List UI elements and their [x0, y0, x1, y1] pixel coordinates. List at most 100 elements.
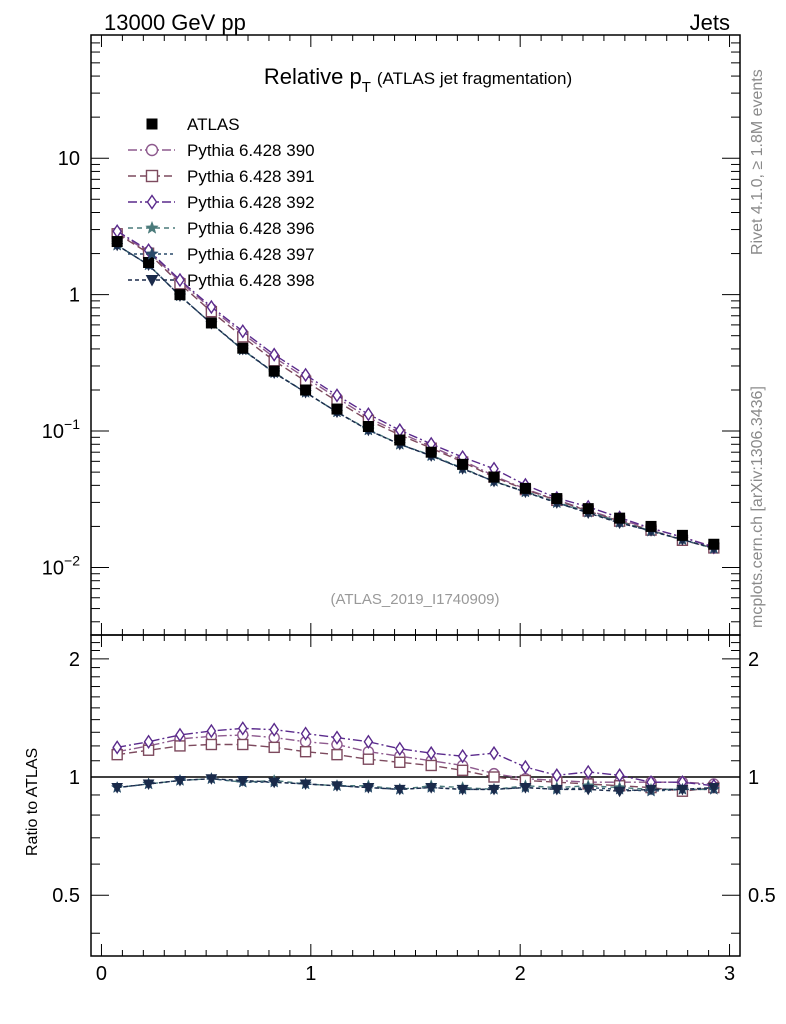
ratio-point: [174, 740, 186, 752]
series-point: [206, 299, 217, 315]
data-point: [614, 512, 626, 524]
ratio-point: [393, 784, 406, 796]
legend-label: Pythia 6.428 390: [187, 141, 315, 160]
ratio-point: [268, 777, 281, 789]
ratio-point: [237, 721, 248, 736]
legend-label: Pythia 6.428 398: [187, 271, 315, 290]
series-point: [332, 388, 342, 403]
data-point: [676, 529, 688, 541]
header-process: Jets: [690, 10, 730, 35]
data-layer: [111, 236, 720, 550]
series-line-ratio: [117, 778, 714, 792]
plot-title: Relative pT (ATLAS jet fragmentation): [264, 64, 572, 96]
series-point: [363, 406, 374, 422]
y-tick-label: 1: [69, 285, 80, 307]
ratio-point: [143, 734, 154, 749]
ratio-point: [550, 784, 563, 796]
legend-marker: [145, 143, 159, 157]
series-point: [300, 367, 311, 383]
x-tick-label: 0: [96, 963, 107, 985]
data-point: [708, 538, 720, 550]
ratio-point: [456, 784, 469, 796]
title-detail: (ATLAS jet fragmentation): [377, 69, 572, 88]
ratio-point: [425, 783, 438, 794]
ratio-point: [205, 774, 218, 785]
ratio-point: [426, 745, 437, 761]
y-tick-label: 10−1: [42, 416, 80, 443]
legend-label: Pythia 6.428 392: [187, 193, 315, 212]
mcplots-url-label: mcplots.cern.ch [arXiv:1306.3436]: [749, 386, 766, 628]
ratio-point: [362, 783, 375, 794]
series-s391: [111, 228, 720, 797]
series-line-main: [116, 244, 715, 550]
ratio-tick-label-right: 0.5: [748, 885, 776, 907]
data-point: [551, 493, 563, 505]
ratio-point: [394, 756, 406, 769]
series-s390: [111, 227, 720, 790]
series-s397: [110, 238, 721, 797]
legend-marker: [146, 194, 158, 210]
series-line-main: [116, 244, 715, 549]
analysis-watermark: (ATLAS_2019_I1740909): [330, 591, 499, 608]
series-s398: [111, 240, 720, 798]
legend-entry-s397: Pythia 6.428 397: [128, 245, 315, 264]
ratio-point: [456, 764, 469, 777]
legend-label: Pythia 6.428 396: [187, 219, 315, 238]
ratio-point: [237, 738, 249, 751]
data-point: [205, 317, 217, 329]
ratio-tick-label: 1: [69, 767, 80, 789]
series-point: [143, 242, 154, 258]
rivet-version-label: Rivet 4.1.0, ≥ 1.8M events: [749, 69, 766, 255]
ratio-point: [519, 783, 532, 794]
legend-entry-s390: Pythia 6.428 390: [128, 141, 315, 160]
ratio-point: [425, 759, 437, 772]
legend-label: ATLAS: [187, 115, 240, 134]
ratio-point: [362, 753, 375, 765]
series-line-main: [116, 244, 715, 550]
ratio-point: [676, 784, 689, 796]
y-tick-label: 10: [58, 148, 80, 170]
legend: ATLAS Pythia 6.428 390 Pythia 6.428 391 Pyt…: [128, 115, 315, 290]
title-main: Relative p: [264, 64, 362, 89]
data-point: [394, 434, 406, 446]
data-point: [362, 421, 374, 433]
legend-entry-s392: Pythia 6.428 392: [128, 193, 315, 212]
ratio-point: [489, 745, 499, 761]
ratio-point: [300, 726, 311, 741]
legend-marker: [146, 118, 158, 130]
ratio-point: [142, 779, 155, 790]
data-point: [425, 446, 437, 458]
data-point: [645, 520, 657, 532]
legend-label: Pythia 6.428 391: [187, 167, 315, 186]
ratio-point: [299, 779, 312, 790]
data-point: [268, 365, 280, 377]
ratio-point: [268, 741, 280, 754]
data-point: [457, 458, 469, 470]
ratio-point: [111, 783, 124, 794]
ratio-point: [299, 746, 312, 758]
series-s392: [112, 223, 719, 794]
ratio-point: [645, 784, 657, 796]
ratio-tick-label: 2: [69, 649, 80, 671]
legend-label: Pythia 6.428 397: [187, 245, 315, 264]
ratio-point: [520, 759, 531, 775]
series-layer: [110, 223, 721, 798]
ratio-point: [236, 775, 249, 787]
ratio-point: [583, 764, 594, 780]
ratio-point: [582, 784, 595, 796]
data-point: [111, 236, 123, 248]
series-line-ratio: [117, 727, 714, 787]
legend-marker: [145, 246, 159, 260]
series-point: [175, 272, 185, 288]
ratio-axis-label: Ratio to ATLAS: [24, 748, 41, 856]
ratio-tick-label-right: 2: [748, 649, 759, 671]
series-line-ratio: [117, 734, 714, 785]
ratio-tick-label: 0.5: [52, 885, 80, 907]
data-point: [488, 471, 500, 483]
data-point: [519, 482, 531, 494]
series-point: [237, 324, 248, 339]
ratio-point: [269, 722, 280, 737]
legend-entry-s391: Pythia 6.428 391: [128, 167, 315, 186]
x-tick-label: 2: [515, 963, 526, 985]
